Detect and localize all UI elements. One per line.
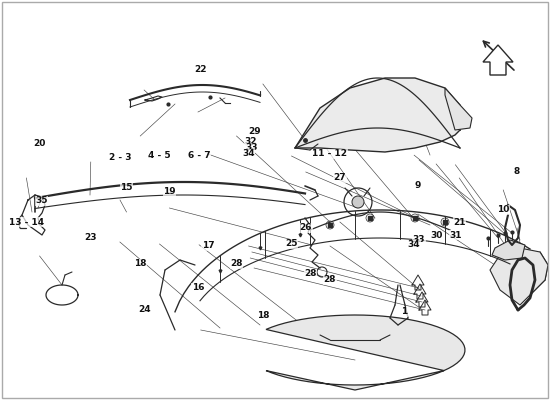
Text: 33: 33 [413, 236, 425, 244]
Text: 15: 15 [120, 184, 133, 192]
Text: 33: 33 [246, 144, 258, 152]
Text: 28: 28 [324, 276, 336, 284]
Text: 4 - 5: 4 - 5 [148, 152, 171, 160]
Text: 25: 25 [285, 240, 298, 248]
Text: 24: 24 [138, 306, 150, 314]
Text: 29: 29 [248, 128, 260, 136]
Text: 6 - 7: 6 - 7 [188, 151, 211, 160]
Text: 32: 32 [244, 138, 256, 146]
Text: 10: 10 [497, 206, 509, 214]
Text: 27: 27 [334, 174, 346, 182]
Text: 18: 18 [257, 312, 269, 320]
Text: 21: 21 [453, 218, 465, 226]
Text: 9: 9 [415, 182, 421, 190]
Text: 19: 19 [163, 188, 175, 196]
Text: 16: 16 [192, 284, 204, 292]
Text: 30: 30 [430, 232, 442, 240]
Text: 34: 34 [243, 150, 255, 158]
Text: 28: 28 [305, 270, 317, 278]
Text: 13 - 14: 13 - 14 [9, 218, 44, 226]
Text: 26: 26 [300, 224, 312, 232]
Polygon shape [483, 45, 513, 75]
Polygon shape [492, 240, 525, 260]
Text: 8: 8 [514, 168, 520, 176]
Polygon shape [445, 88, 472, 130]
Text: 20: 20 [34, 140, 46, 148]
Text: 22: 22 [195, 66, 207, 74]
Circle shape [352, 196, 364, 208]
Text: 18: 18 [134, 260, 146, 268]
Text: 34: 34 [408, 240, 420, 249]
Text: 17: 17 [202, 242, 214, 250]
Polygon shape [490, 248, 548, 305]
Text: 28: 28 [230, 260, 243, 268]
Text: 11 - 12: 11 - 12 [312, 150, 348, 158]
Polygon shape [266, 315, 465, 390]
Text: 23: 23 [85, 234, 97, 242]
Polygon shape [295, 78, 460, 152]
Text: 31: 31 [449, 231, 461, 240]
Text: 1: 1 [401, 308, 408, 316]
Text: 2 - 3: 2 - 3 [109, 154, 131, 162]
Text: 35: 35 [35, 196, 47, 205]
